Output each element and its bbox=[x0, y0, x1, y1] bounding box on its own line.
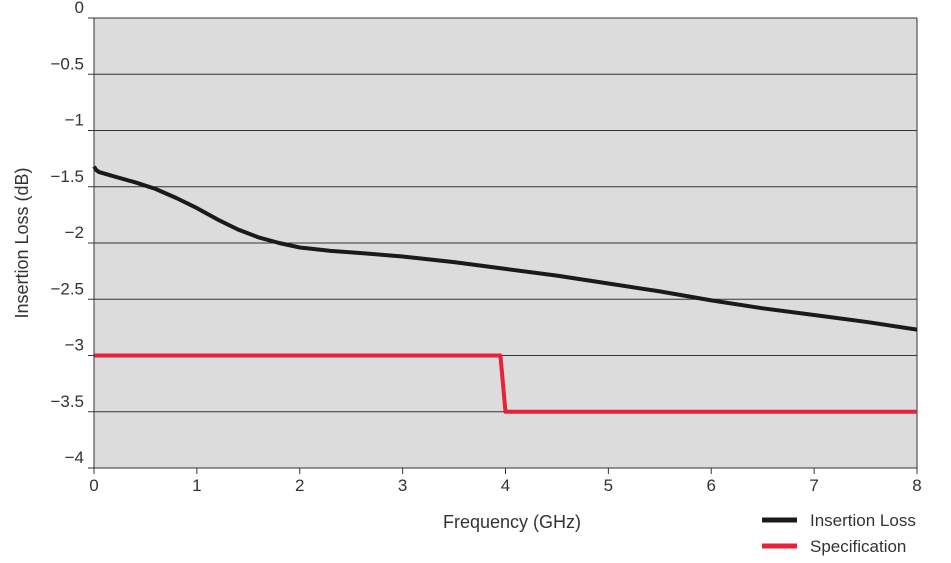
x-tick-labels: 0 1 2 3 4 5 6 7 8 bbox=[89, 468, 922, 495]
y-tick-label: 0 bbox=[75, 0, 84, 17]
x-tick-label: 4 bbox=[501, 476, 510, 495]
series-group bbox=[92, 165, 918, 414]
y-tick-label: −4 bbox=[65, 448, 84, 467]
x-tick-label: 3 bbox=[398, 476, 407, 495]
y-tick-label: −3.5 bbox=[50, 392, 84, 411]
x-tick-label: 6 bbox=[707, 476, 716, 495]
y-tick-label: −1 bbox=[65, 111, 84, 130]
x-tick-label: 5 bbox=[604, 476, 613, 495]
y-tick-label: −0.5 bbox=[50, 54, 84, 73]
x-tick-label: 1 bbox=[192, 476, 201, 495]
y-tick-label: −2 bbox=[65, 223, 84, 242]
y-tick-label: −2.5 bbox=[50, 279, 84, 298]
legend-label: Specification bbox=[810, 537, 906, 556]
x-tick-label: 0 bbox=[89, 476, 98, 495]
legend: Insertion Loss Specification bbox=[762, 511, 916, 556]
y-tick-labels: 0 −0.5 −1 −1.5 −2 −2.5 −3 −3.5 −4 bbox=[50, 0, 94, 469]
x-tick-label: 8 bbox=[912, 476, 921, 495]
series-line-specification bbox=[94, 353, 917, 414]
x-tick-label: 2 bbox=[295, 476, 304, 495]
legend-label: Insertion Loss bbox=[810, 511, 916, 530]
y-tick-label: −1.5 bbox=[50, 167, 84, 186]
series-line-insertion-loss bbox=[92, 165, 918, 332]
x-axis-title: Frequency (GHz) bbox=[443, 512, 581, 532]
y-tick-label: −3 bbox=[65, 336, 84, 355]
y-axis-title: Insertion Loss (dB) bbox=[12, 167, 32, 318]
x-tick-label: 7 bbox=[809, 476, 818, 495]
